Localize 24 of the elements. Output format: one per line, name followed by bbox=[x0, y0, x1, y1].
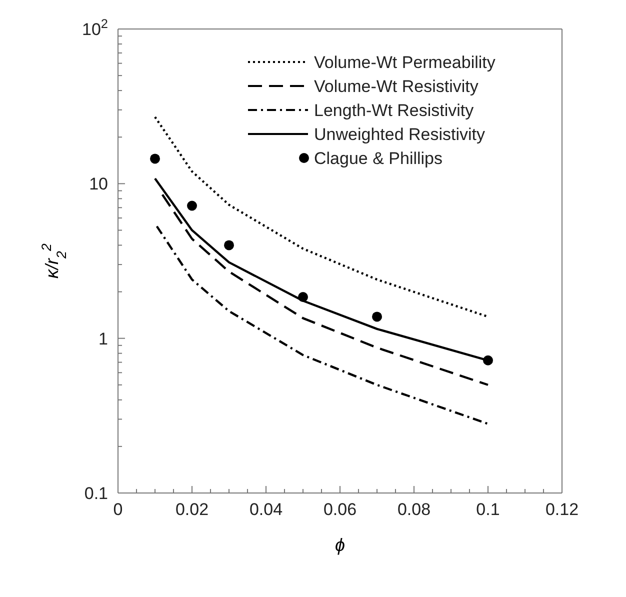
x-tick-label: 0.1 bbox=[476, 500, 500, 519]
x-tick-label: 0 bbox=[113, 500, 123, 519]
x-tick-label: 0.04 bbox=[249, 500, 283, 519]
y-tick-label: 0.1 bbox=[84, 484, 108, 503]
legend-label: Length-Wt Resistivity bbox=[314, 101, 474, 120]
point bbox=[298, 292, 308, 302]
legend-label: Unweighted Resistivity bbox=[314, 125, 486, 144]
point bbox=[150, 154, 160, 164]
legend-label: Volume-Wt Resistivity bbox=[314, 77, 479, 96]
y-tick-label: 1 bbox=[98, 329, 108, 348]
legend-label: Clague & Phillips bbox=[314, 149, 443, 168]
y-tick-label: 10$^{2}$ bbox=[82, 16, 108, 39]
point bbox=[224, 240, 234, 250]
x-axis-title: ϕ bbox=[334, 535, 346, 555]
point bbox=[483, 355, 493, 366]
point bbox=[187, 200, 197, 211]
x-tick-label: 0.12 bbox=[545, 500, 579, 519]
x-tick-label: 0.08 bbox=[397, 500, 431, 519]
y-tick-label: 10 bbox=[89, 174, 108, 194]
x-tick-label: 0.06 bbox=[323, 500, 357, 519]
line-series bbox=[156, 225, 490, 425]
legend-label: Volume-Wt Permeability bbox=[314, 53, 496, 72]
x-tick-label: 0.02 bbox=[175, 500, 209, 519]
point bbox=[372, 312, 382, 322]
